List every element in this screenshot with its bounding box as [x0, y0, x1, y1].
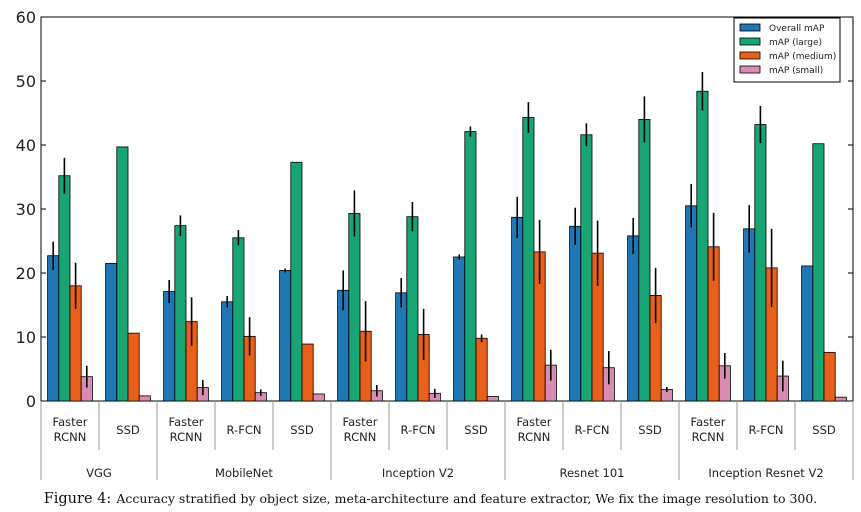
plot-frame [40, 16, 854, 402]
category-label: RCNN [692, 430, 725, 444]
bar-overall-map [395, 292, 408, 402]
caption-figure-label: Figure 4: [43, 491, 112, 507]
y-tick-label: 30 [16, 200, 36, 219]
bar-map-large [232, 237, 245, 402]
bar-map-medium [127, 332, 140, 402]
category-label: R-FCN [401, 423, 436, 437]
legend-label: mAP (large) [769, 38, 822, 48]
bar-map-medium [823, 351, 836, 402]
bar-map-medium [301, 343, 314, 402]
category-label: RCNN [54, 430, 87, 444]
bar-map-large [638, 119, 651, 402]
bar-overall-map [511, 216, 524, 402]
bar-map-large [290, 161, 303, 402]
bar-overall-map [105, 262, 118, 402]
legend-swatch [739, 65, 761, 74]
caption-text: Accuracy stratified by object size, meta… [116, 491, 818, 506]
bar-map-large [812, 143, 825, 402]
bar-map-small [138, 395, 151, 402]
bar-map-large [464, 131, 477, 402]
bar-map-large [174, 225, 187, 402]
bar-map-small [312, 393, 325, 402]
category-label: Faster [169, 415, 204, 429]
y-tick-label: 40 [16, 136, 36, 155]
bar-overall-map [569, 225, 582, 402]
bar-map-small [834, 396, 847, 402]
group-label: Inception V2 [382, 466, 454, 480]
category-label: SSD [812, 423, 836, 437]
legend-swatch [739, 23, 761, 32]
y-tick-label: 50 [16, 72, 36, 91]
bar-map-large [696, 90, 709, 402]
bar-overall-map [801, 265, 814, 402]
bar-map-large [348, 213, 361, 402]
figure-caption: Figure 4: Accuracy stratified by object … [0, 488, 861, 507]
category-label: Faster [53, 415, 88, 429]
category-label: SSD [290, 423, 314, 437]
category-label: RCNN [344, 430, 377, 444]
y-tick-label: 0 [26, 392, 36, 411]
plot-area [40, 16, 854, 402]
legend-label: mAP (medium) [769, 52, 836, 62]
bar-map-large [116, 146, 129, 402]
y-axis: 0 10 20 30 40 50 60 [16, 8, 853, 411]
category-label: SSD [116, 423, 140, 437]
bar-map-medium [475, 337, 488, 402]
bar-overall-map [627, 235, 640, 402]
bar-overall-map [685, 205, 698, 402]
bars [47, 90, 847, 402]
y-tick-label: 20 [16, 264, 36, 283]
bar-overall-map [221, 301, 234, 402]
category-label: Faster [343, 415, 378, 429]
group-label: VGG [86, 466, 112, 480]
category-label: Faster [517, 415, 552, 429]
bar-overall-map [47, 255, 60, 402]
legend-swatch [739, 37, 761, 46]
bar-map-large [406, 216, 419, 402]
legend-label: Overall mAP [769, 24, 825, 34]
error-bars [52, 72, 784, 398]
category-label: RCNN [518, 430, 551, 444]
group-label: Inception Resnet V2 [708, 466, 823, 480]
group-label: MobileNet [215, 466, 273, 480]
category-label: SSD [464, 423, 488, 437]
legend-swatch [739, 51, 761, 60]
category-label: RCNN [170, 430, 203, 444]
bar-overall-map [279, 270, 292, 402]
category-label: SSD [638, 423, 662, 437]
y-tick-label: 60 [16, 8, 36, 27]
bar-map-large [58, 175, 71, 402]
bar-overall-map [453, 256, 466, 402]
legend-label: mAP (small) [769, 66, 823, 76]
bar-overall-map [743, 228, 756, 402]
legend: Overall mAP mAP (large) mAP (medium) mAP (s… [733, 17, 841, 83]
bar-overall-map [163, 291, 176, 402]
category-label: Faster [691, 415, 726, 429]
category-label: R-FCN [227, 423, 262, 437]
bar-map-small [486, 396, 499, 402]
bar-map-large [522, 117, 535, 402]
group-label: Resnet 101 [559, 466, 624, 480]
category-label: R-FCN [575, 423, 610, 437]
category-label: R-FCN [749, 423, 784, 437]
bar-map-large [580, 134, 593, 402]
y-tick-label: 10 [16, 328, 36, 347]
bar-map-large [754, 124, 767, 402]
